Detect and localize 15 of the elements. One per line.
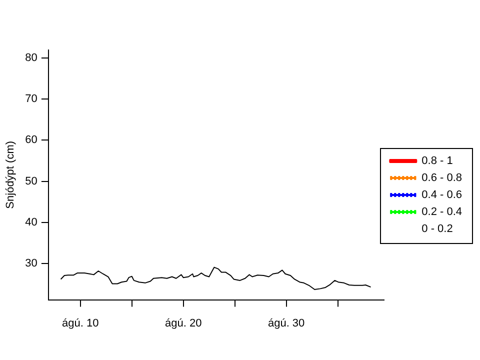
legend-label: 0.8 - 1 — [422, 155, 453, 168]
legend-label: 0.2 - 0.4 — [422, 206, 462, 218]
y-axis-title: Snjódýpt (cm) — [4, 140, 17, 209]
text: 0 - 0.2 — [422, 223, 453, 236]
y-tick-label: 60 — [25, 134, 38, 146]
legend-label: 0.4 - 0.6 — [422, 189, 462, 202]
y-tick-label: 50 — [25, 175, 38, 188]
x-tick-label: ágú. 10 — [62, 317, 99, 330]
y-tick-label: 70 — [25, 93, 38, 106]
y-tick-label: 80 — [25, 52, 38, 64]
y-tick-label: 40 — [25, 216, 38, 228]
legend-label: 0.6 - 0.8 — [422, 172, 462, 184]
y-tick-label: 30 — [25, 258, 38, 270]
x-tick-label: ágú. 30 — [268, 317, 305, 330]
x-tick-label: ágú. 20 — [164, 317, 202, 330]
